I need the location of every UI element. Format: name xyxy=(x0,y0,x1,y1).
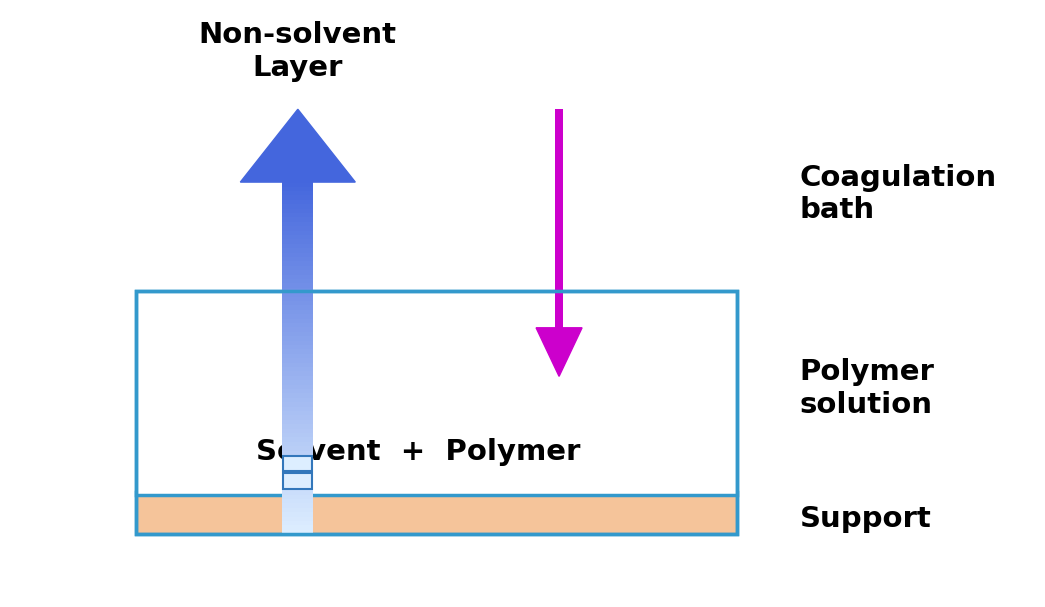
Bar xyxy=(282,235,314,239)
Bar xyxy=(282,297,314,301)
Bar xyxy=(282,486,314,490)
Bar xyxy=(282,503,314,507)
Bar xyxy=(282,239,314,243)
Bar xyxy=(282,358,314,362)
Bar xyxy=(282,341,314,345)
Bar xyxy=(282,222,314,226)
Bar xyxy=(282,327,314,331)
Bar xyxy=(282,525,314,530)
Bar xyxy=(282,362,314,367)
Bar xyxy=(283,473,312,489)
Bar xyxy=(282,521,314,525)
Bar xyxy=(282,517,314,521)
Bar xyxy=(282,279,314,283)
Bar xyxy=(282,367,314,371)
Text: Coagulation
bath: Coagulation bath xyxy=(799,164,997,225)
Bar xyxy=(282,530,314,534)
Bar xyxy=(282,490,314,495)
Bar xyxy=(282,226,314,231)
Bar xyxy=(136,291,737,495)
Bar xyxy=(282,398,314,402)
Bar xyxy=(282,231,314,235)
Bar xyxy=(282,424,314,429)
Bar xyxy=(282,345,314,350)
Bar xyxy=(282,288,314,292)
Bar xyxy=(282,213,314,217)
Bar xyxy=(282,442,314,446)
Bar xyxy=(282,191,314,195)
Bar xyxy=(282,314,314,319)
Text: Polymer
solution: Polymer solution xyxy=(799,358,934,419)
Bar xyxy=(282,332,314,336)
Bar xyxy=(282,472,314,477)
Bar xyxy=(282,455,314,459)
Bar xyxy=(282,217,314,222)
Bar xyxy=(282,380,314,385)
Bar xyxy=(282,402,314,407)
Bar xyxy=(282,301,314,305)
Bar xyxy=(282,407,314,411)
Bar xyxy=(282,253,314,257)
Bar xyxy=(282,385,314,389)
Bar xyxy=(282,415,314,420)
Bar xyxy=(282,292,314,297)
Bar xyxy=(282,371,314,376)
Bar xyxy=(283,456,312,471)
Polygon shape xyxy=(536,328,582,376)
Bar xyxy=(282,305,314,310)
Bar xyxy=(282,477,314,481)
Bar xyxy=(282,350,314,354)
Bar xyxy=(282,270,314,274)
Bar xyxy=(282,499,314,503)
Bar xyxy=(282,507,314,512)
Bar xyxy=(282,248,314,253)
Bar xyxy=(282,446,314,450)
Bar xyxy=(282,437,314,442)
Bar xyxy=(282,283,314,288)
Bar xyxy=(282,186,314,191)
Bar xyxy=(282,204,314,209)
Bar xyxy=(282,411,314,415)
Bar xyxy=(282,495,314,499)
Bar xyxy=(282,182,314,186)
Bar xyxy=(282,420,314,424)
Bar xyxy=(282,450,314,455)
Bar xyxy=(282,310,314,314)
Text: Non-solvent
Layer: Non-solvent Layer xyxy=(199,21,397,82)
Bar xyxy=(282,319,314,323)
Bar xyxy=(282,274,314,279)
Bar xyxy=(555,109,563,328)
Bar xyxy=(282,323,314,327)
Text: Solvent  +  Polymer: Solvent + Polymer xyxy=(256,438,580,466)
Bar xyxy=(136,291,737,534)
Bar xyxy=(282,200,314,204)
Bar xyxy=(282,195,314,200)
Text: Support: Support xyxy=(799,505,931,533)
Bar xyxy=(282,389,314,393)
Bar xyxy=(282,464,314,468)
Bar xyxy=(282,209,314,213)
Bar xyxy=(282,376,314,380)
Polygon shape xyxy=(240,109,355,182)
Bar xyxy=(282,393,314,398)
Bar xyxy=(136,492,737,534)
Bar xyxy=(282,262,314,266)
Bar xyxy=(282,257,314,262)
Bar xyxy=(282,512,314,517)
Bar xyxy=(282,336,314,341)
Bar xyxy=(282,429,314,433)
Bar xyxy=(282,459,314,464)
Bar xyxy=(282,266,314,270)
Bar xyxy=(282,468,314,472)
Bar xyxy=(282,243,314,248)
Bar xyxy=(282,354,314,358)
Bar xyxy=(282,481,314,486)
Bar xyxy=(282,433,314,437)
